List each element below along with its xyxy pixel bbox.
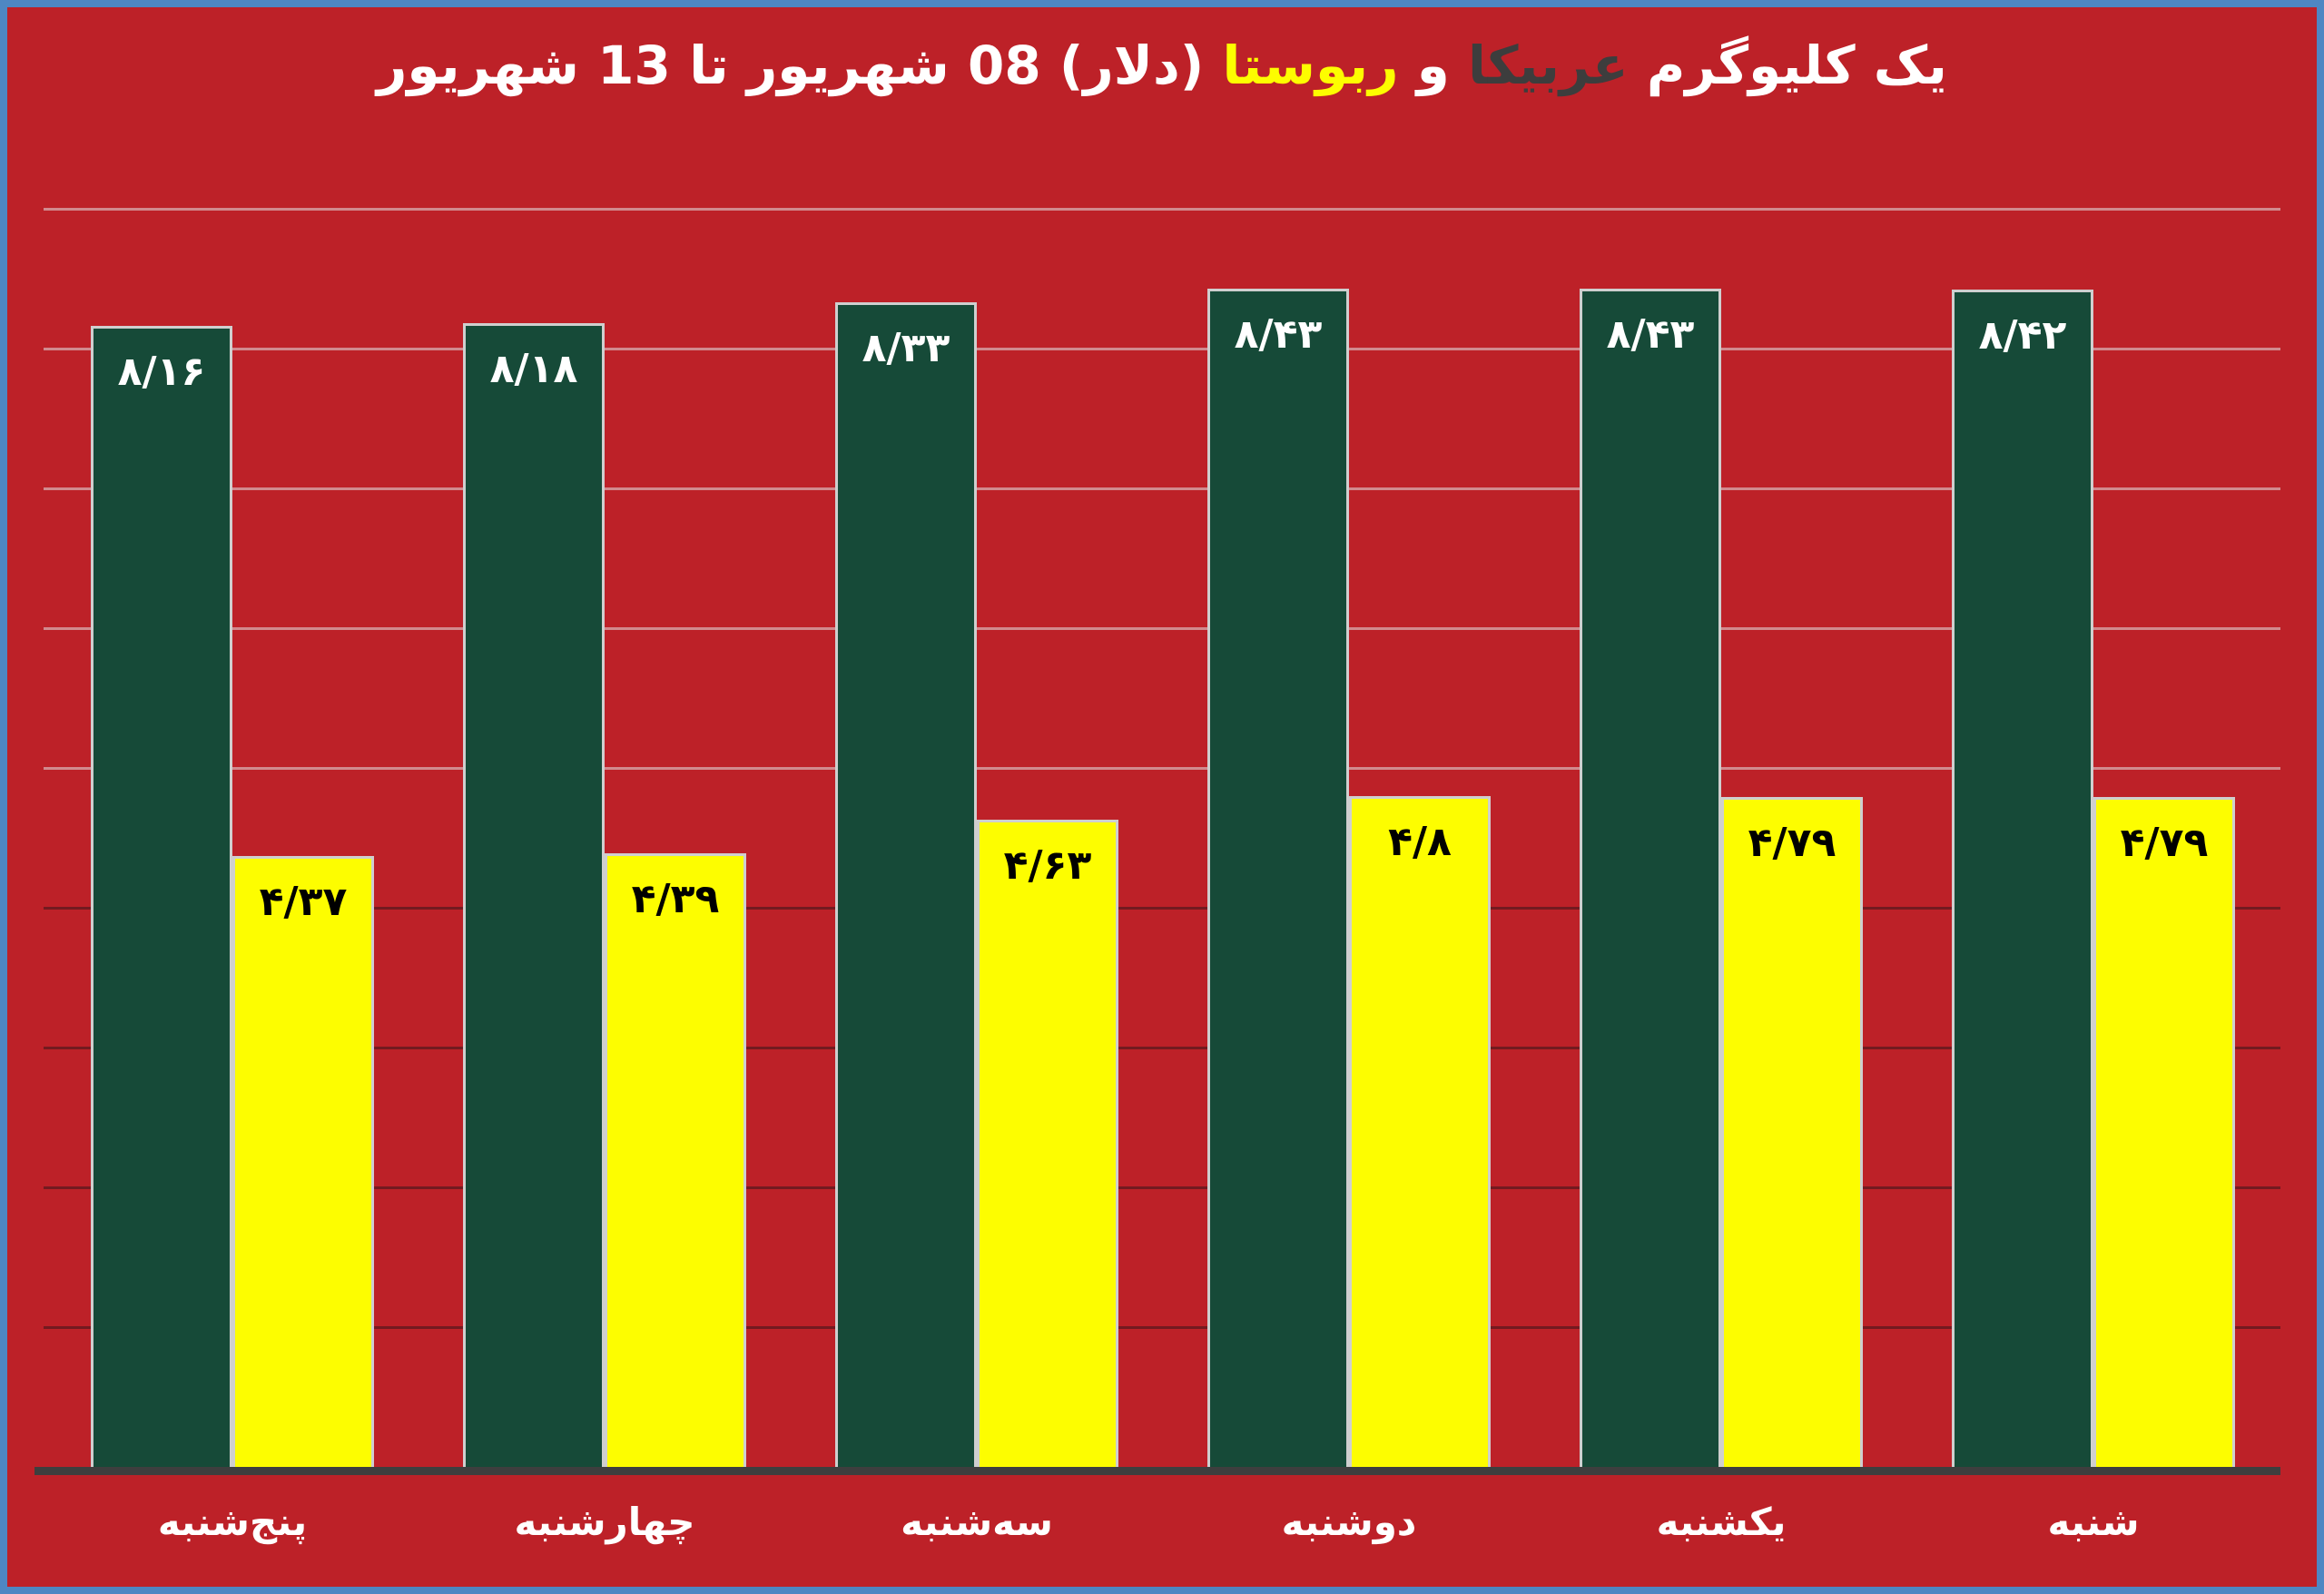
arabica-bar: ۸/۳۳ [835, 302, 977, 1467]
gridline [44, 627, 2280, 630]
gridline [44, 907, 2280, 910]
chart-title: یک کلیوگرم عربیکا و ربوستا (دلار) 08 شهر… [0, 34, 2324, 96]
bar-value-label: ۸/۴۳ [1606, 311, 1695, 358]
title-arabica: عربیکا [1467, 34, 1629, 96]
bar-value-label: ۴/۳۹ [631, 876, 720, 922]
x-axis-label: سه‌شنبه [901, 1500, 1053, 1544]
x-axis-label: پنج‌شنبه [157, 1500, 308, 1544]
title-conjunction: و [1416, 34, 1450, 96]
arabica-bar: ۸/۴۲ [1952, 290, 2093, 1467]
gridline [44, 1047, 2280, 1049]
robusta-bar: ۴/۷۹ [1721, 797, 1863, 1467]
bar-value-label: ۴/۷۹ [2120, 820, 2209, 866]
arabica-bar: ۸/۱۸ [463, 323, 605, 1467]
gridline [44, 487, 2280, 490]
bar-value-label: ۸/۴۳ [1234, 311, 1323, 358]
arabica-bar: ۸/۱۶ [91, 326, 232, 1467]
robusta-bar: ۴/۷۹ [2093, 797, 2235, 1467]
bar-value-label: ۸/۳۳ [862, 325, 950, 371]
gridline [44, 1326, 2280, 1329]
gridline [44, 348, 2280, 350]
bar-value-label: ۸/۱۸ [489, 346, 578, 392]
title-date-range: (دلار) 08 شهریور تا 13 شهریور [377, 34, 1205, 96]
bar-value-label: ۸/۱۶ [117, 349, 206, 395]
title-quantity: یک کلیوگرم [1646, 34, 1947, 96]
x-axis-label: چهارشنبه [514, 1500, 695, 1544]
gridline [44, 208, 2280, 211]
bar-value-label: ۴/۶۳ [1003, 842, 1092, 889]
bar-value-label: ۴/۷۹ [1748, 820, 1837, 866]
robusta-bar: ۴/۳۹ [605, 853, 746, 1467]
arabica-bar: ۸/۴۳ [1207, 289, 1349, 1467]
x-axis-label: شنبه [2047, 1500, 2140, 1544]
gridline [44, 1186, 2280, 1189]
title-robusta: ربوستا [1222, 34, 1399, 96]
gridline [44, 767, 2280, 770]
bar-value-label: ۸/۴۲ [1978, 312, 2067, 359]
bar-value-label: ۴/۳۷ [259, 879, 348, 925]
x-axis-line [34, 1467, 2280, 1475]
robusta-bar: ۴/۳۷ [232, 856, 374, 1467]
robusta-bar: ۴/۶۳ [977, 820, 1118, 1467]
robusta-bar: ۴/۸ [1349, 796, 1491, 1467]
x-axis-label: یکشنبه [1656, 1500, 1787, 1544]
arabica-bar: ۸/۴۳ [1580, 289, 1721, 1467]
x-axis-label: دوشنبه [1281, 1500, 1417, 1544]
bar-value-label: ۴/۸ [1388, 819, 1452, 865]
